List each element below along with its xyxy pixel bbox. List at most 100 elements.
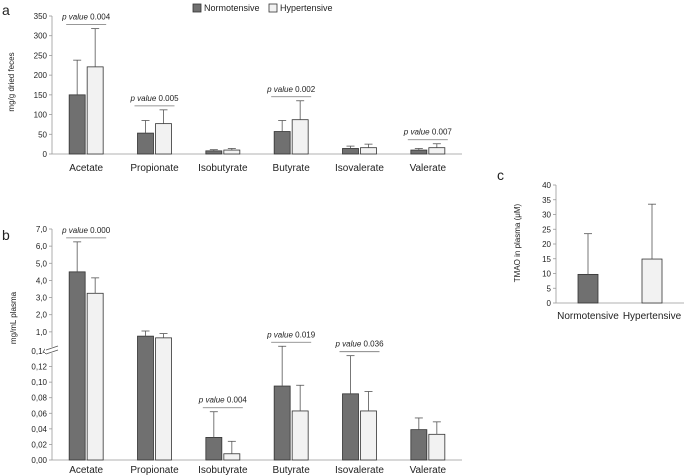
panel-a-ytick-label: 350: [34, 12, 48, 21]
panel-a-category-label: Acetate: [69, 163, 103, 174]
panel-a-pvalue-label: p value 0.002: [266, 85, 316, 94]
panel-b-pvalue-label: p value 0.036: [334, 340, 384, 349]
panel-a-bar: [360, 147, 377, 155]
panel-c-bar: [641, 258, 663, 304]
panel-a-ytick-label: 0: [43, 150, 48, 159]
panel-b-category-label: Isobutyrate: [198, 465, 248, 475]
panel-b-ytick-label: 0,04: [31, 425, 47, 434]
panel-c-ytick-label: 20: [542, 240, 551, 249]
panel-c-letter: c: [497, 167, 504, 183]
panel-a-letter: a: [2, 2, 10, 18]
panel-b-ytick-label: 0,00: [31, 456, 47, 465]
panel-b-ytick-label: 3,0: [36, 294, 48, 303]
legend-swatch-hypertensive: [268, 3, 278, 13]
panel-a-bar: [155, 123, 172, 155]
panel-a-category-label: Isovalerate: [335, 163, 384, 174]
panel-a-pvalue-value: 0.007: [432, 128, 453, 137]
panel-a-ytick-label: 300: [34, 32, 48, 41]
panel-b-letter: b: [2, 227, 10, 243]
panel-b-axis-break-mark: [45, 345, 59, 351]
legend: Normotensive Hypertensive: [192, 3, 333, 13]
panel-b-category-label: Valerate: [410, 465, 447, 475]
panel-a-bar: [68, 94, 86, 155]
panel-b-category-label: Butyrate: [273, 465, 311, 475]
panel-b-ytick-label: 0,02: [31, 440, 47, 449]
panel-b-pvalue-label: p value 0.004: [198, 396, 248, 405]
panel-b-category-label: Acetate: [69, 465, 103, 475]
legend-swatch-normotensive: [192, 3, 202, 13]
panel-a-category-label: Valerate: [410, 163, 447, 174]
panel-a-bar: [410, 149, 428, 155]
panel-a-bar: [137, 132, 154, 155]
panel-b-ytick-label: 0,10: [31, 378, 47, 387]
panel-b-ytick-label: 4,0: [36, 276, 48, 285]
panel-b-ytick-label: 0,12: [31, 363, 47, 372]
panel-c-ytick-label: 30: [542, 211, 551, 220]
panel-b-axis-break-mark: [45, 349, 59, 355]
panel-c-ytick-label: 25: [542, 225, 551, 234]
legend-label-normotensive: Normotensive: [204, 3, 260, 13]
panel-c-bar: [577, 273, 599, 304]
panel-a-bar: [223, 149, 241, 155]
panel-b-bar: [342, 393, 359, 461]
panel-b-bar: [68, 271, 86, 461]
panel-b-pvalue-label: p value 0.019: [266, 330, 316, 339]
panel-a-pvalue-value: 0.005: [159, 94, 180, 103]
panel-b-bar: [155, 337, 172, 461]
panel-b-pvalue-value: 0.004: [227, 396, 248, 405]
panel-b-ytick-label: 0,06: [31, 409, 47, 418]
panel-a-bar: [273, 131, 291, 155]
panel-c-ytick-label: 10: [542, 270, 551, 279]
panel-a-bar: [428, 147, 446, 155]
panel-a-bar: [86, 66, 104, 155]
panel-b-ytick-label: 0,08: [31, 394, 47, 403]
panel-a-bar: [291, 119, 309, 155]
panel-a-pvalue-value: 0.002: [295, 85, 316, 94]
panel-a-pvalue-label: p value 0.005: [129, 94, 179, 103]
panel-a-ytick-label: 50: [38, 130, 47, 139]
panel-b-axis-break-gap: [45, 347, 59, 353]
panel-b-chart: 0,00 0,02 0,04 0,06 0,08 0,10 0,12 0,14 1,0 2,0 3,…: [31, 225, 462, 475]
panel-a-pvalue-value: 0.004: [90, 13, 111, 22]
panel-c-ytick-label: 40: [542, 181, 551, 190]
panel-b-ytick-label: 5,0: [36, 259, 48, 268]
panel-b-bar: [86, 292, 104, 461]
panel-a-bar: [342, 148, 359, 155]
panel-c-ytick-label: 0: [547, 299, 552, 308]
panel-a-ytick-label: 250: [34, 51, 48, 60]
panel-a-bar: [205, 150, 223, 155]
panel-b-ytick-label: 0,14: [31, 347, 47, 356]
panel-b-ytick-label: 7,0: [36, 225, 48, 234]
panel-b-bar: [223, 453, 241, 461]
panel-b-category-label: Propionate: [130, 465, 179, 475]
panel-b-pvalue-value: 0.000: [90, 226, 111, 235]
panel-b-bar: [428, 433, 446, 461]
panel-c-category-label: Hypertensive: [623, 311, 682, 322]
panel-b-category-label: Isovalerate: [335, 465, 384, 475]
panel-b-bar: [360, 410, 377, 461]
panel-a-ytick-label: 200: [34, 71, 48, 80]
panel-b-ylabel: mg/mL plasma: [9, 291, 18, 344]
panel-c-ylabel: TMAO in plasma (μM): [513, 203, 522, 282]
panel-c-chart: 0 5 10 15 20 25 30 35 40 Normotensive Hypertensive: [542, 181, 684, 322]
panel-b-bar: [205, 437, 223, 461]
panel-a-ytick-label: 100: [34, 111, 48, 120]
panel-c-ytick-label: 15: [542, 255, 551, 264]
panel-a-category-label: Butyrate: [273, 163, 311, 174]
panel-b-pvalue-value: 0.019: [295, 330, 316, 339]
panel-b-ytick-label: 2,0: [36, 311, 48, 320]
panel-a-category-label: Propionate: [130, 163, 179, 174]
panel-a-ylabel: mg/g dried feces: [7, 52, 16, 111]
legend-label-hypertensive: Hypertensive: [280, 3, 333, 13]
panel-a-pvalue-label: p value 0.004: [61, 13, 111, 22]
panel-b-ytick-label: 6,0: [36, 242, 48, 251]
panel-c-ytick-label: 5: [547, 284, 552, 293]
panel-a-ytick-label: 150: [34, 91, 48, 100]
panel-b-bar: [273, 385, 291, 461]
panel-c-ytick-label: 35: [542, 196, 551, 205]
panel-a-category-label: Isobutyrate: [198, 163, 248, 174]
panel-c-category-label: Normotensive: [557, 311, 619, 322]
panel-b-ytick-label: 1,0: [36, 328, 48, 337]
panel-b-pvalue-value: 0.036: [364, 340, 385, 349]
